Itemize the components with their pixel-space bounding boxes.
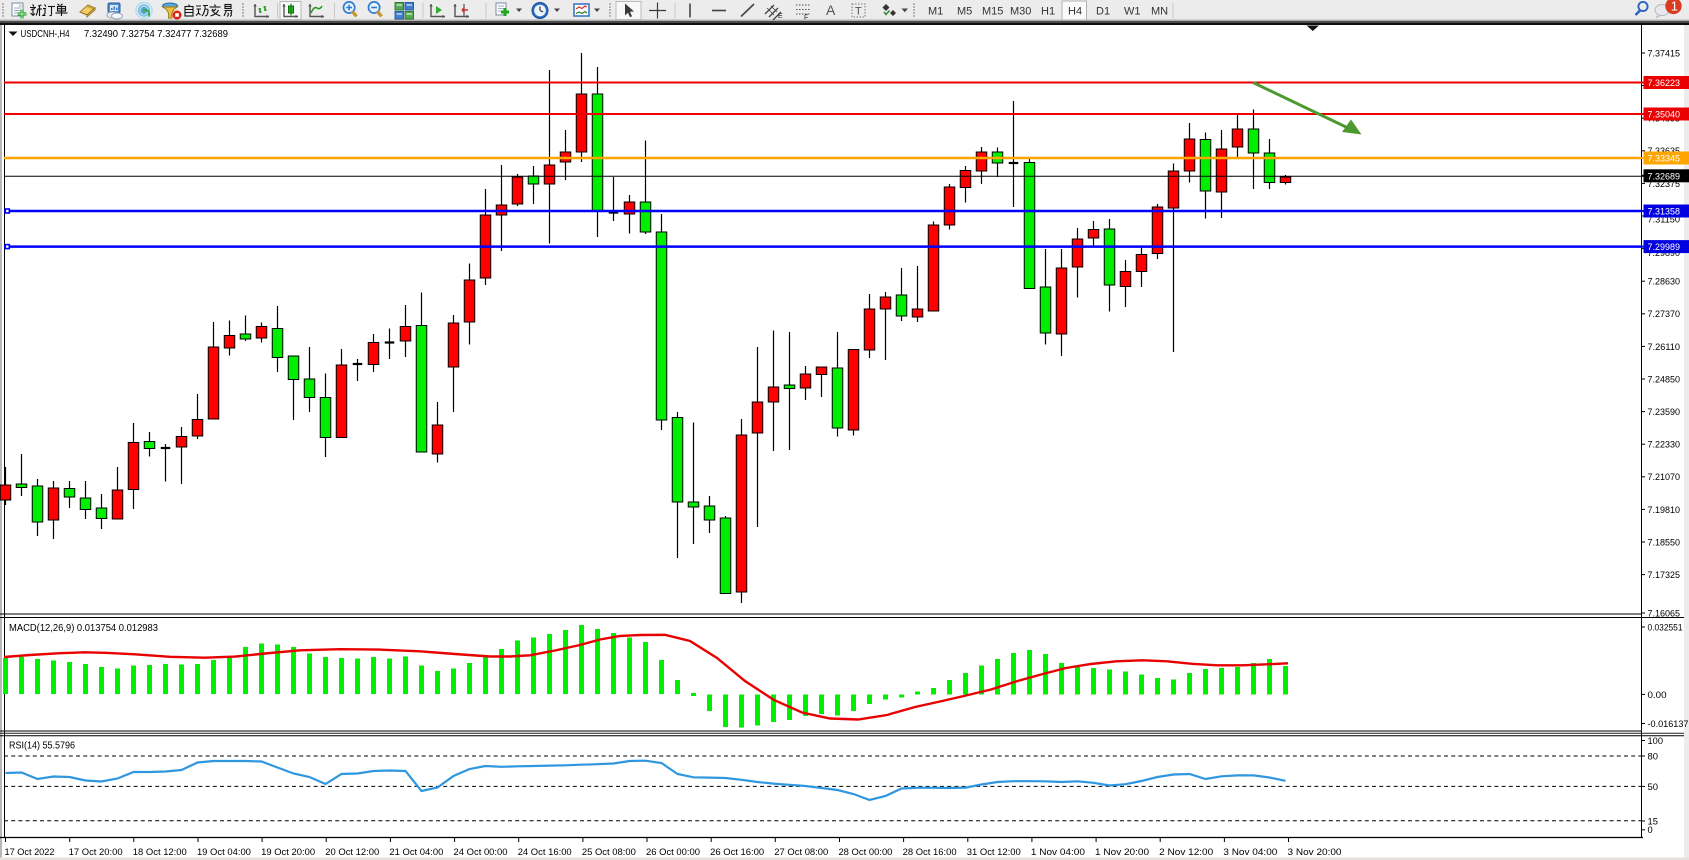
- svg-text:24 Oct 00:00: 24 Oct 00:00: [454, 847, 508, 858]
- svg-text:E: E: [778, 13, 783, 20]
- svg-text:7.32689: 7.32689: [1648, 171, 1681, 182]
- svg-text:M5: M5: [957, 6, 972, 18]
- svg-text:7.24850: 7.24850: [1648, 374, 1681, 385]
- svg-text:18 Oct 12:00: 18 Oct 12:00: [133, 847, 187, 858]
- svg-text:19 Oct 20:00: 19 Oct 20:00: [261, 847, 315, 858]
- svg-text:M30: M30: [1010, 6, 1031, 18]
- svg-text:A: A: [826, 2, 836, 18]
- svg-text:7.31358: 7.31358: [1648, 207, 1681, 218]
- svg-text:3 Nov 04:00: 3 Nov 04:00: [1223, 847, 1277, 858]
- svg-text:D1: D1: [1096, 6, 1110, 18]
- svg-text:7.32375: 7.32375: [1648, 179, 1681, 190]
- svg-text:20 Oct 12:00: 20 Oct 12:00: [325, 847, 379, 858]
- svg-text:3 Nov 20:00: 3 Nov 20:00: [1288, 847, 1342, 858]
- svg-text:0: 0: [1648, 825, 1653, 836]
- svg-text:1 Nov 04:00: 1 Nov 04:00: [1031, 847, 1085, 858]
- svg-text:31 Oct 12:00: 31 Oct 12:00: [967, 847, 1021, 858]
- svg-text:27 Oct 08:00: 27 Oct 08:00: [774, 847, 828, 858]
- svg-text:MACD(12,26,9) 0.013754 0.01298: MACD(12,26,9) 0.013754 0.012983: [9, 623, 158, 634]
- svg-text:1: 1: [1671, 0, 1678, 14]
- svg-text:7.32490 7.32754 7.32477 7.3268: 7.32490 7.32754 7.32477 7.32689: [84, 29, 228, 40]
- svg-text:M1: M1: [928, 6, 943, 18]
- svg-text:28 Oct 16:00: 28 Oct 16:00: [903, 847, 957, 858]
- svg-text:7.17325: 7.17325: [1648, 570, 1681, 581]
- svg-text:7.35040: 7.35040: [1648, 110, 1681, 121]
- svg-text:7.18550: 7.18550: [1648, 537, 1681, 548]
- svg-text:H1: H1: [1041, 6, 1055, 18]
- svg-text:100: 100: [1648, 736, 1664, 747]
- svg-text:USDCNH-,H4: USDCNH-,H4: [21, 29, 70, 40]
- svg-text:7.29989: 7.29989: [1648, 242, 1681, 253]
- svg-text:7.16065: 7.16065: [1648, 608, 1681, 619]
- svg-text:RSI(14) 55.5796: RSI(14) 55.5796: [9, 741, 75, 752]
- svg-text:H4: H4: [1068, 6, 1082, 18]
- svg-text:T: T: [855, 6, 862, 18]
- svg-text:7.37415: 7.37415: [1648, 48, 1681, 59]
- svg-text:7.33345: 7.33345: [1648, 154, 1681, 165]
- svg-text:15: 15: [1648, 816, 1659, 827]
- svg-text:7.22330: 7.22330: [1648, 440, 1681, 451]
- svg-text:7.23590: 7.23590: [1648, 407, 1681, 418]
- svg-text:50: 50: [1648, 782, 1659, 793]
- svg-text:17 Oct 20:00: 17 Oct 20:00: [69, 847, 123, 858]
- svg-text:26 Oct 00:00: 26 Oct 00:00: [646, 847, 700, 858]
- svg-text:26 Oct 16:00: 26 Oct 16:00: [710, 847, 764, 858]
- svg-text:7.31150: 7.31150: [1648, 214, 1681, 225]
- svg-text:7.29890: 7.29890: [1648, 248, 1681, 259]
- svg-text:0.00: 0.00: [1648, 690, 1667, 701]
- svg-text:7.36223: 7.36223: [1648, 78, 1681, 89]
- svg-text:7.19810: 7.19810: [1648, 505, 1681, 516]
- svg-text:80: 80: [1648, 751, 1659, 762]
- svg-text:17 Oct 2022: 17 Oct 2022: [5, 847, 55, 858]
- svg-text:F: F: [804, 15, 808, 22]
- svg-text:7.27370: 7.27370: [1648, 309, 1681, 320]
- svg-text:7.21070: 7.21070: [1648, 472, 1681, 483]
- svg-text:MN: MN: [1151, 6, 1168, 18]
- svg-text:0.032551: 0.032551: [1648, 622, 1683, 633]
- svg-text:-0.016137: -0.016137: [1648, 719, 1689, 730]
- svg-text:28 Oct 00:00: 28 Oct 00:00: [838, 847, 892, 858]
- svg-text:21 Oct 04:00: 21 Oct 04:00: [389, 847, 443, 858]
- svg-text:19 Oct 04:00: 19 Oct 04:00: [197, 847, 251, 858]
- svg-text:7.28630: 7.28630: [1648, 277, 1681, 288]
- svg-text:7.26110: 7.26110: [1648, 342, 1681, 353]
- svg-text:25 Oct 08:00: 25 Oct 08:00: [582, 847, 636, 858]
- svg-text:1 Nov 20:00: 1 Nov 20:00: [1095, 847, 1149, 858]
- svg-text:2 Nov 12:00: 2 Nov 12:00: [1159, 847, 1213, 858]
- svg-text:M15: M15: [982, 6, 1003, 18]
- svg-text:24 Oct 16:00: 24 Oct 16:00: [518, 847, 572, 858]
- svg-text:W1: W1: [1124, 6, 1141, 18]
